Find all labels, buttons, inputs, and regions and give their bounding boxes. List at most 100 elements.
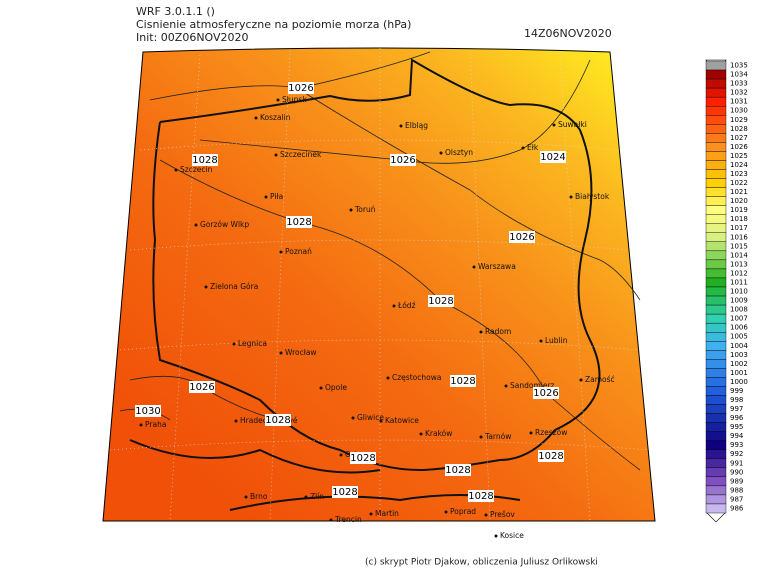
colorbar-swatch bbox=[705, 187, 727, 197]
city-dot bbox=[444, 510, 448, 514]
colorbar-swatch bbox=[705, 214, 727, 224]
colorbar-label: 1009 bbox=[730, 297, 748, 305]
city-dot bbox=[479, 330, 483, 334]
colorbar-label: 1002 bbox=[730, 360, 748, 368]
city-label: Brno bbox=[250, 492, 268, 501]
isobar-label-bg bbox=[445, 464, 471, 476]
colorbar-swatch bbox=[705, 205, 727, 215]
colorbar-label: 1006 bbox=[730, 324, 748, 332]
city-label: Lublin bbox=[545, 336, 568, 345]
isobar-label: 1028 bbox=[468, 491, 493, 502]
colorbar-label: 1027 bbox=[730, 134, 748, 142]
city-label: Rzeszów bbox=[535, 428, 567, 437]
isobar-label-bg bbox=[468, 490, 494, 502]
city-label: Piła bbox=[270, 192, 283, 201]
valid-time: 14Z06NOV2020 bbox=[524, 27, 612, 40]
colorbar-swatch bbox=[705, 458, 727, 469]
city-dot bbox=[276, 98, 280, 102]
isobar-label: 1028 bbox=[445, 465, 470, 476]
colorbar-swatch bbox=[705, 115, 727, 125]
colorbar-label: 1031 bbox=[730, 98, 748, 106]
isobar-label-bg bbox=[265, 414, 291, 426]
colorbar-swatch bbox=[705, 160, 727, 170]
colorbar-swatch bbox=[705, 413, 727, 423]
isobar-label: 1028 bbox=[350, 453, 375, 464]
colorbar-label: 1012 bbox=[730, 269, 748, 277]
city-dot bbox=[234, 419, 238, 423]
city-dot bbox=[472, 265, 476, 269]
colorbar-swatch bbox=[705, 69, 727, 80]
city-dot bbox=[351, 416, 355, 420]
colorbar-swatch bbox=[705, 142, 727, 152]
city-dot bbox=[494, 534, 498, 538]
colorbar-label: 1022 bbox=[730, 179, 748, 187]
colorbar-swatch bbox=[705, 232, 727, 242]
city-dot bbox=[349, 208, 353, 212]
colorbar-label: 1005 bbox=[730, 333, 748, 341]
city-dot bbox=[264, 195, 268, 199]
city-label: Kraków bbox=[425, 429, 452, 438]
colorbar-swatch bbox=[705, 178, 727, 188]
colorbar-swatch bbox=[705, 476, 727, 487]
init-time: Init: 00Z06NOV2020 bbox=[136, 31, 249, 44]
colorbar-swatch bbox=[705, 494, 727, 505]
colorbar-swatch bbox=[705, 503, 727, 514]
city-label: Suwałki bbox=[558, 120, 587, 129]
colorbar-swatch bbox=[705, 304, 727, 315]
city-label: Zielona Góra bbox=[210, 282, 258, 291]
city-dot bbox=[329, 518, 333, 522]
isobar-label: 1028 bbox=[332, 487, 357, 498]
colorbar-swatch bbox=[705, 422, 727, 432]
colorbar-swatch bbox=[705, 286, 727, 297]
isobar-label: 1028 bbox=[428, 296, 453, 307]
colorbar-label: 1004 bbox=[730, 342, 748, 350]
colorbar-label: 1018 bbox=[730, 215, 748, 223]
colorbar-swatch bbox=[705, 377, 727, 387]
colorbar-label: 992 bbox=[730, 450, 743, 458]
city-label: Legnica bbox=[238, 339, 267, 348]
city-dot bbox=[529, 431, 533, 435]
city-dot bbox=[204, 285, 208, 289]
colorbar-label: 988 bbox=[730, 486, 743, 494]
city-dot bbox=[139, 423, 143, 427]
colorbar-label: 990 bbox=[730, 468, 743, 476]
isobar-label: 1028 bbox=[265, 415, 290, 426]
model-label: WRF 3.0.1.1 () bbox=[136, 5, 215, 18]
isobar-label: 1028 bbox=[192, 155, 217, 166]
city-label: Tarnów bbox=[484, 432, 511, 441]
colorbar-label: 1014 bbox=[730, 251, 748, 259]
city-dot bbox=[399, 124, 403, 128]
colorbar-label: 1020 bbox=[730, 197, 748, 205]
isobar-label-bg bbox=[135, 405, 161, 417]
city-dot bbox=[579, 378, 583, 382]
city-dot bbox=[174, 168, 178, 172]
colorbar-label: 989 bbox=[730, 477, 743, 485]
isobar-label: 1028 bbox=[450, 376, 475, 387]
city-label: Radom bbox=[485, 327, 511, 336]
city-label: Słupsk bbox=[282, 95, 307, 104]
isobar-label-bg bbox=[288, 82, 314, 94]
colorbar-swatch bbox=[705, 395, 727, 405]
colorbar-label: 1016 bbox=[730, 233, 748, 241]
isobar-label-bg bbox=[509, 231, 535, 243]
colorbar-swatch bbox=[705, 124, 727, 134]
colorbar-label: 1015 bbox=[730, 242, 748, 250]
colorbar-label: 987 bbox=[730, 495, 743, 503]
city-label: Wrocław bbox=[285, 348, 317, 357]
colorbar-label: 996 bbox=[730, 414, 744, 422]
city-dot bbox=[232, 342, 236, 346]
colorbar-swatch bbox=[705, 341, 727, 351]
city-label: Warszawa bbox=[478, 262, 516, 271]
colorbar-swatch bbox=[705, 368, 727, 378]
colorbar-swatch bbox=[705, 404, 727, 414]
isobar-label: 1026 bbox=[509, 232, 534, 243]
colorbar-swatch bbox=[705, 485, 727, 496]
city-label: Katowice bbox=[385, 416, 419, 425]
colorbar-swatch bbox=[705, 60, 727, 71]
colorbar-label: 1030 bbox=[730, 107, 748, 115]
colorbar-label: 1007 bbox=[730, 315, 748, 323]
city-dot bbox=[379, 419, 383, 423]
city-dot bbox=[304, 495, 308, 499]
city-label: Koszalin bbox=[260, 113, 291, 122]
colorbar-label: 1010 bbox=[730, 288, 748, 296]
